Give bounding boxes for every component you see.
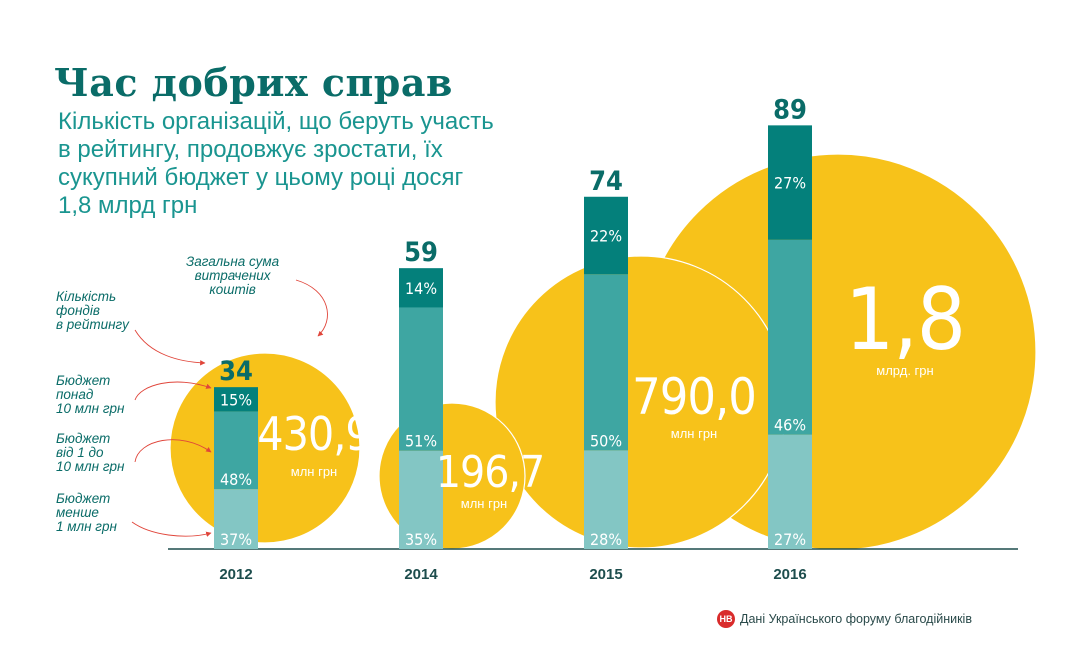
subtitle-line: в рейтингу, продовжує зростати, їх	[58, 136, 443, 163]
subtitle-line: 1,8 млрд грн	[58, 192, 198, 219]
fund-count-label: 74	[589, 166, 623, 197]
annotation-line: від 1 до	[56, 445, 104, 460]
annotation-line: 10 млн грн	[56, 459, 125, 474]
arrow-budget-1-to-10	[134, 439, 212, 463]
annotation-line: коштів	[209, 282, 256, 297]
budget-unit-label: млн грн	[461, 496, 507, 511]
budget-unit-label: млн грн	[291, 464, 337, 479]
segment-label: 14%	[405, 279, 437, 298]
year-tick-label: 2012	[219, 566, 252, 583]
annotation-line: менше	[56, 505, 99, 520]
source-text: Дані Українського форуму благодійників	[740, 612, 972, 626]
annotation-arrows	[131, 279, 328, 537]
bar-segment-2015	[584, 196, 628, 275]
segment-label: 15%	[220, 390, 252, 409]
annotation-line: 10 млн грн	[56, 401, 125, 416]
segment-label: 27%	[774, 174, 806, 193]
page-title: Час добрих справ	[54, 60, 453, 105]
bars	[168, 125, 1018, 550]
subtitle-line: Кількість організацій, що беруть участь	[58, 108, 494, 135]
budget-value-label: 1,8	[845, 270, 965, 370]
budget-value-label: 196,7	[436, 447, 544, 498]
budget-value-label: 430,9	[257, 407, 370, 461]
annotation-line: Загальна сума	[186, 254, 280, 269]
annotation-fund-count: Кількість фондів в рейтингу	[56, 290, 129, 332]
segment-label: 27%	[774, 530, 806, 549]
segment-label: 51%	[405, 432, 437, 451]
year-tick-label: 2014	[404, 566, 438, 583]
budget-unit-label: млн грн	[671, 426, 717, 441]
budget-value-label: 790,0	[632, 368, 756, 426]
bar-segment-2012	[214, 411, 258, 490]
annotation-total-spent: Загальна сума витрачених коштів	[186, 255, 279, 297]
source-note: НВ Дані Українського форуму благодійникі…	[717, 610, 972, 628]
annotation-line: в рейтингу	[56, 317, 129, 332]
fund-count-label: 89	[773, 94, 807, 125]
annotation-line: Кількість	[56, 289, 117, 304]
subtitle-line: сукупний бюджет у цьому році досяг	[58, 164, 464, 191]
arrow-budget-over-10	[134, 381, 212, 401]
nv-logo-icon: НВ	[717, 610, 735, 628]
segment-label: 28%	[590, 530, 622, 549]
bar-segment-2016	[768, 125, 812, 240]
annotation-line: понад	[56, 387, 94, 402]
segment-label: 50%	[590, 431, 622, 450]
annotation-line: Бюджет	[56, 373, 111, 388]
annotation-line: Бюджет	[56, 431, 111, 446]
bar-segment-2014	[399, 268, 443, 308]
page-subtitle: Кількість організацій, що беруть участь …	[58, 108, 538, 220]
bar-segment-2016	[768, 239, 812, 435]
segment-label: 22%	[590, 227, 622, 246]
year-tick-label: 2015	[589, 566, 622, 583]
annotation-line: фондів	[56, 303, 100, 318]
arrow-fund-count	[134, 329, 206, 366]
bar-segment-2014	[399, 450, 443, 549]
annotation-line: Бюджет	[56, 491, 111, 506]
bar-segment-2015	[584, 450, 628, 549]
annotation-line: 1 млн грн	[56, 519, 117, 534]
bar-segment-2015	[584, 274, 628, 451]
bar-segment-2012	[214, 489, 258, 549]
annotation-budget-1-to-10: Бюджет від 1 до 10 млн грн	[56, 432, 124, 474]
segment-label: 48%	[220, 470, 252, 489]
bar-segment-2012	[214, 387, 258, 412]
annotation-line: витрачених	[194, 268, 271, 283]
annotation-budget-under-1: Бюджет менше 1 млн грн	[56, 492, 117, 534]
budget-unit-label: млрд. грн	[876, 363, 933, 378]
fund-count-label: 34	[219, 356, 253, 387]
chart-labels: 37% 48% 15% 34 2012 430,9 млн грн 35% 51% 14% 59 20…	[219, 94, 966, 583]
arrow-total-spent	[295, 279, 328, 337]
bar-segment-2014	[399, 307, 443, 451]
bar-segment-2016	[768, 434, 812, 549]
year-tick-label: 2016	[773, 566, 806, 583]
segment-label: 37%	[220, 530, 252, 549]
annotation-budget-over-10: Бюджет понад 10 млн грн	[56, 374, 124, 416]
segment-label: 46%	[774, 416, 806, 435]
segment-label: 35%	[405, 530, 437, 549]
arrow-budget-under-1	[131, 521, 212, 537]
fund-count-label: 59	[404, 237, 438, 268]
